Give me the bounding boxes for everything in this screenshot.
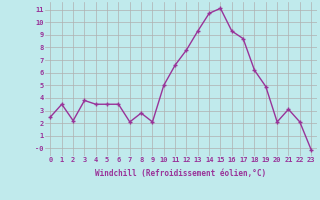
X-axis label: Windchill (Refroidissement éolien,°C): Windchill (Refroidissement éolien,°C)	[95, 169, 266, 178]
